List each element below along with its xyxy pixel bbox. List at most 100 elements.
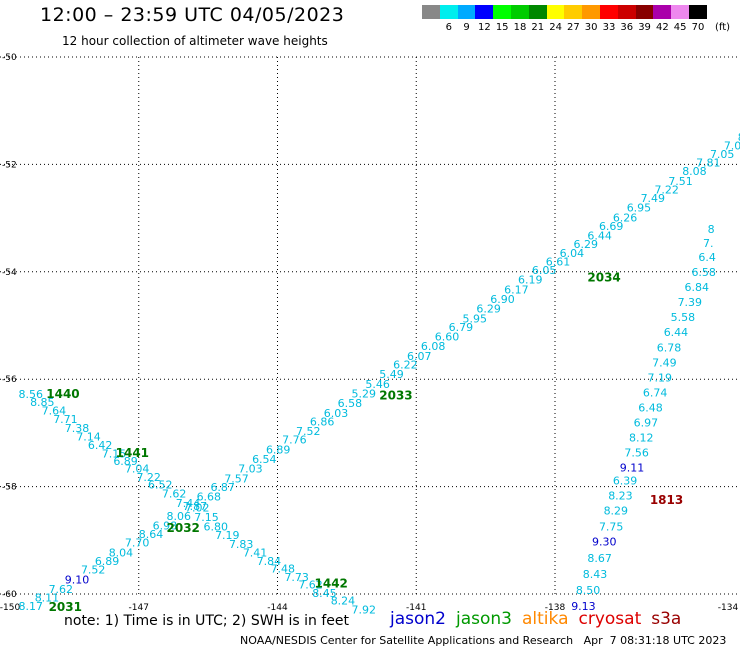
legend-swatch: 9 xyxy=(457,5,476,33)
footer-note: note: 1) Time is in UTC; 2) SWH is in fe… xyxy=(64,613,350,629)
wave-height-value: 6.54 xyxy=(252,453,277,466)
wave-height-value: 8.85 xyxy=(30,396,55,409)
wave-height-value: 6.74 xyxy=(643,386,668,399)
wave-height-value: 6.07 xyxy=(407,350,432,363)
y-tick-label: -50 xyxy=(2,53,17,63)
chart-axes: -150 -147 -144 -141 -138 -134 -50 -52 -54 -56 -58 -… xyxy=(0,53,738,613)
wave-height-value: 6.89 xyxy=(113,455,138,468)
wave-height-value: 7.52 xyxy=(296,425,321,438)
wave-height-value: 6.97 xyxy=(634,416,659,429)
wave-height-value: 7.19 xyxy=(215,529,240,542)
wave-height-value: 6.95 xyxy=(627,202,652,215)
wave-height-value: 8.12 xyxy=(629,431,654,444)
legend-label: 33 xyxy=(602,22,616,33)
color-legend: 6 9 12 15 18 21 24 27 30 33 36 39 42 45 70 xyxy=(422,5,707,33)
wave-height-value: 6.58 xyxy=(338,397,363,410)
wave-height-value: 8.23 xyxy=(608,489,633,502)
wave-height-value: 5.95 xyxy=(463,312,488,325)
legend-label: 6 xyxy=(445,22,452,33)
wave-height-value: 7.15 xyxy=(102,448,127,461)
wave-height-value: 7.03 xyxy=(238,463,263,476)
wave-height-value: 7.39 xyxy=(678,296,703,309)
satellite-name: cryosat xyxy=(578,609,642,629)
wave-height-value: 7. xyxy=(703,237,714,250)
wave-height-value: 6.03 xyxy=(324,407,349,420)
wave-height-value: 6.04 xyxy=(560,247,585,260)
wave-height-value: 9.10 xyxy=(65,573,90,586)
satellite-name: altika xyxy=(522,609,569,629)
y-tick-label: -58 xyxy=(2,483,17,493)
wave-height-value: 9.30 xyxy=(592,536,617,549)
wave-height-value: 6.90 xyxy=(490,293,515,306)
wave-height-value: 6.17 xyxy=(504,283,529,296)
track-label: 1813 xyxy=(650,493,683,507)
y-tick-label: -54 xyxy=(2,268,17,278)
wave-height-value: 6.44 xyxy=(664,326,689,339)
wave-height-value: 7.71 xyxy=(53,413,78,426)
wave-height-value: 8.29 xyxy=(604,505,629,518)
wave-height-value: 6.52 xyxy=(148,479,173,492)
x-tick-label: -150 xyxy=(0,603,20,613)
chart-title: 12:00 – 23:59 UTC 04/05/2023 xyxy=(40,4,345,26)
wave-height-value: 6.89 xyxy=(266,443,291,456)
legend-swatch xyxy=(422,5,440,19)
wave-height-value: 8.17 xyxy=(19,600,44,613)
wave-height-value: 6.60 xyxy=(435,331,460,344)
legend-label: 42 xyxy=(655,22,669,33)
wave-height-value: 7.57 xyxy=(224,472,249,485)
track-label: 2033 xyxy=(379,389,412,403)
wave-height-value: 8 xyxy=(708,223,715,236)
legend-label: 21 xyxy=(531,22,545,33)
legend-swatch: 30 xyxy=(582,5,600,33)
wave-height-value: 7.81 xyxy=(696,157,721,170)
wave-height-value: 5.29 xyxy=(352,387,377,400)
wave-height-value: 7.49 xyxy=(652,356,677,369)
legend-swatch: 33 xyxy=(599,5,618,33)
wave-height-value: 7.07 xyxy=(724,139,740,152)
wave-height-value: 6.58 xyxy=(691,266,716,279)
wave-height-value: 7.44 xyxy=(176,497,201,510)
wave-height-value: 7.73 xyxy=(284,571,309,584)
wave-height-value: 6.29 xyxy=(574,238,599,251)
wave-height-value: 6.79 xyxy=(449,321,474,334)
wave-height-value: 7.62 xyxy=(49,583,74,596)
wave-height-value: 6.05 xyxy=(532,264,557,277)
wave-height-value: 7.04 xyxy=(125,463,150,476)
x-tick-label: -141 xyxy=(406,603,426,613)
track-label: 2034 xyxy=(587,270,620,284)
wave-height-value: 6.80 xyxy=(204,521,229,534)
legend-swatch: 70 xyxy=(688,5,707,33)
wave-height-value: 7.05 xyxy=(710,148,735,161)
wave-height-value: 6.08 xyxy=(421,340,446,353)
wave-height-value: 6.98 xyxy=(153,520,178,533)
wave-height-value: 7.51 xyxy=(668,175,693,188)
legend-label: 27 xyxy=(567,22,580,33)
wave-height-value: 8.06 xyxy=(167,510,192,523)
wave-height-value: 8.67 xyxy=(587,552,612,565)
legend-swatch: 6 xyxy=(439,5,458,33)
wave-height-value: 7.76 xyxy=(282,434,307,447)
wave-height-value: 6.78 xyxy=(657,341,682,354)
x-tick-label: -138 xyxy=(545,603,566,613)
track-label: 1441 xyxy=(116,446,149,460)
wave-height-value: 7.70 xyxy=(125,537,150,550)
wave-height-value: 6.84 xyxy=(685,281,710,294)
x-tick-label: -147 xyxy=(129,603,149,613)
wave-height-value: 6.87 xyxy=(210,481,235,494)
track-label: 2032 xyxy=(167,521,200,535)
track-label: 1440 xyxy=(46,387,79,401)
chart-subtitle: 12 hour collection of altimeter wave hei… xyxy=(62,34,328,48)
legend-label: 24 xyxy=(549,22,562,33)
satellite-name: jason3 xyxy=(456,609,512,629)
legend-label: 9 xyxy=(463,22,470,33)
wave-height-value: 7.75 xyxy=(599,521,624,534)
satellite-legend: jason2 jason3 altika cryosat s3a xyxy=(390,609,691,629)
wave-height-value: 7.62 xyxy=(298,579,323,592)
wave-height-value: 7.56 xyxy=(624,447,649,460)
wave-height-value: 6.4 xyxy=(698,251,716,264)
legend-swatch: 24 xyxy=(546,5,565,33)
wave-height-value: 7.22 xyxy=(136,471,161,484)
wave-height-value: 6.19 xyxy=(518,274,543,287)
legend-label: 70 xyxy=(691,22,705,33)
wave-height-value: 7.62 xyxy=(162,487,187,500)
